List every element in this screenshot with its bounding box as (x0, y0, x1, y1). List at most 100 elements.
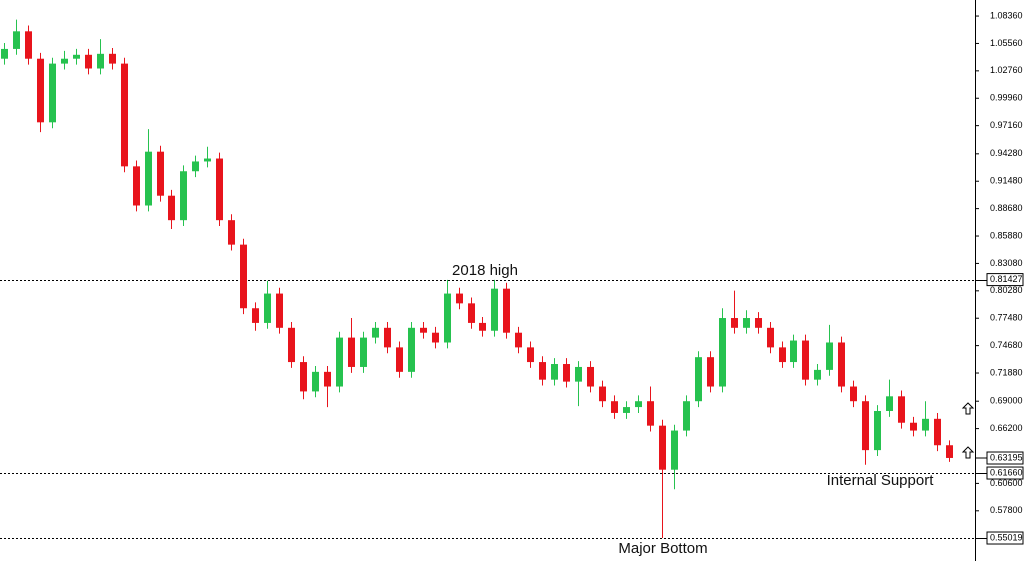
candle-body (216, 158, 223, 221)
candle-body (264, 293, 271, 323)
candle-body (898, 396, 905, 423)
candle-body (420, 327, 427, 333)
candle-body (755, 318, 762, 328)
candle-body (300, 362, 307, 392)
candle-body (37, 58, 44, 123)
y-tick-label: 1.02760 (990, 65, 1023, 75)
candle-body (611, 401, 618, 413)
candle-body (563, 364, 570, 382)
candle-body (707, 357, 714, 387)
price-label: 0.63195 (990, 452, 1023, 462)
price-label: 0.55019 (990, 532, 1023, 542)
candle-body (372, 327, 379, 338)
candle-body (922, 418, 929, 431)
candle-body (599, 386, 606, 402)
candle-body (61, 58, 68, 64)
candle-body (719, 318, 726, 387)
candle-body (456, 293, 463, 304)
candle-body (204, 158, 211, 162)
candle-body (671, 430, 678, 470)
candle-body (85, 54, 92, 69)
y-tick-label: 0.74680 (990, 340, 1023, 350)
annotation: 2018 high (452, 262, 518, 279)
candle-body (491, 288, 498, 331)
candle-body (647, 401, 654, 426)
candle-body (539, 362, 546, 380)
candle-body (13, 31, 20, 49)
candle-body (814, 369, 821, 380)
candle-body (468, 303, 475, 323)
y-tick-label: 0.85880 (990, 230, 1023, 240)
candle-body (802, 340, 809, 380)
candle-body (910, 422, 917, 431)
arrow-icons (961, 402, 975, 459)
candle-body (240, 244, 247, 309)
y-tick-label: 0.66200 (990, 423, 1023, 433)
candle-body (109, 53, 116, 64)
candle-body (527, 347, 534, 363)
up-arrow (961, 402, 975, 415)
candle-body (121, 63, 128, 167)
candle-body (384, 327, 391, 348)
candle-body (49, 63, 56, 123)
candle-body (312, 371, 319, 392)
candle-body (252, 308, 259, 323)
y-tick-label: 0.71880 (990, 367, 1023, 377)
candle-body (276, 293, 283, 328)
candle-body (623, 407, 630, 413)
y-tick-label: 0.97160 (990, 120, 1023, 130)
candle-body (695, 357, 702, 402)
candle-body (886, 396, 893, 411)
annotation: Internal Support (827, 472, 935, 489)
candle-body (743, 318, 750, 328)
y-tick-label: 0.57800 (990, 505, 1023, 515)
candle-body (168, 195, 175, 221)
candle-body (934, 418, 941, 446)
candle-body (432, 332, 439, 343)
candle-body (97, 53, 104, 69)
candle-body (635, 401, 642, 408)
candle-body (683, 401, 690, 431)
candle-body (180, 171, 187, 221)
candle-body (731, 318, 738, 328)
candle-body (73, 54, 80, 59)
candle-body (1, 48, 8, 59)
y-tick-label: 0.91480 (990, 176, 1023, 186)
candle-body (324, 371, 331, 387)
candle-body (396, 347, 403, 372)
price-label-box (986, 273, 1024, 287)
candle-body (348, 337, 355, 367)
y-tick-label: 0.80280 (990, 285, 1023, 295)
price-label-box (986, 466, 1024, 480)
candle-body (659, 425, 666, 470)
y-tick-label: 0.83080 (990, 258, 1023, 268)
candle-body (779, 347, 786, 363)
candle-body (288, 327, 295, 363)
candle-body (228, 220, 235, 245)
price-label-box (986, 451, 1024, 465)
candle-body (850, 386, 857, 402)
candle-body (874, 410, 881, 451)
candle-body (587, 366, 594, 387)
candle-body (25, 31, 32, 59)
candle-body (479, 322, 486, 331)
price-label: 0.81427 (990, 274, 1023, 284)
y-tick-label: 1.08360 (990, 10, 1023, 20)
y-tick-label: 0.60600 (990, 478, 1023, 488)
y-tick-label: 0.94280 (990, 148, 1023, 158)
y-tick-label: 0.69000 (990, 396, 1023, 406)
candle-body (503, 288, 510, 333)
candle-body (336, 337, 343, 387)
candle-body (862, 401, 869, 451)
price-label-box (986, 531, 1024, 545)
annotation: Major Bottom (618, 540, 707, 557)
price-label: 0.61660 (990, 467, 1023, 477)
y-tick-label: 0.77480 (990, 313, 1023, 323)
candle-body (515, 332, 522, 348)
candle-body (408, 327, 415, 372)
y-tick-label: 0.88680 (990, 203, 1023, 213)
up-arrow (961, 446, 975, 459)
candle-body (826, 342, 833, 370)
y-tick-label: 0.99960 (990, 93, 1023, 103)
